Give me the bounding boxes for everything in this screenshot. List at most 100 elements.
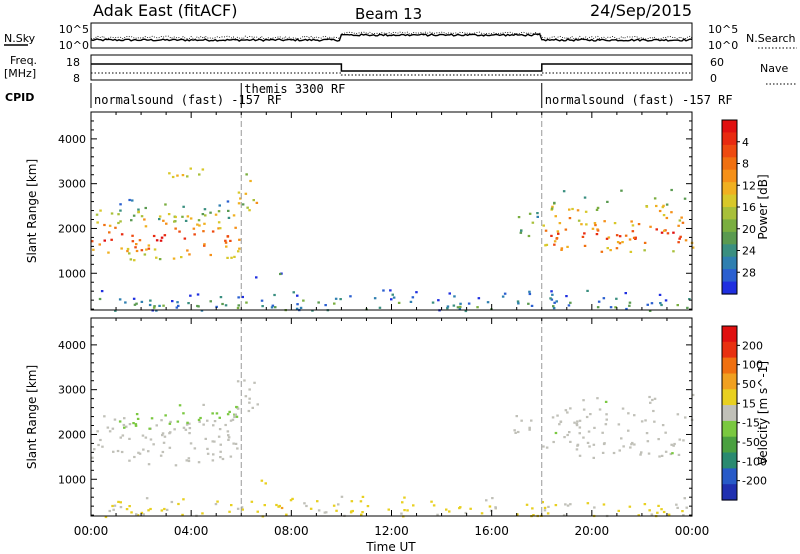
- echo-cell: [550, 298, 554, 301]
- echo-cell: [95, 213, 99, 216]
- echo-cell: [110, 212, 114, 215]
- echo-cell: [618, 449, 621, 452]
- echo-cell: [121, 434, 125, 437]
- echo-cell: [631, 224, 635, 227]
- echo-cell: [595, 233, 599, 236]
- echo-cell: [123, 417, 126, 420]
- echo-cell: [665, 203, 669, 206]
- cpid-label: normalsound (fast) -157 RF: [545, 93, 733, 107]
- echo-cell: [158, 215, 162, 218]
- echo-cell: [186, 421, 189, 424]
- echo-cell: [582, 399, 585, 402]
- echo-cell: [592, 456, 595, 459]
- echo-cell: [606, 247, 609, 250]
- echo-cell: [550, 207, 554, 210]
- echo-cell: [618, 235, 622, 238]
- echo-cell: [175, 306, 179, 309]
- echo-cell: [620, 437, 623, 440]
- colorbar-swatch: [722, 194, 737, 208]
- noise-right-top: 10^5: [708, 23, 738, 36]
- echo-cell: [197, 418, 201, 421]
- echo-cell: [578, 454, 582, 457]
- echo-cell: [138, 452, 142, 455]
- echo-cell: [236, 306, 240, 310]
- echo-cell: [528, 426, 531, 429]
- echo-cell: [169, 420, 172, 423]
- echo-cell: [170, 500, 174, 504]
- nsky-trace: [90, 33, 693, 42]
- echo-cell: [685, 506, 688, 509]
- echo-cell: [653, 397, 657, 400]
- noise-left-bottom: 10^0: [59, 39, 89, 52]
- freq-left-bottom: 8: [73, 72, 80, 85]
- echo-cell: [256, 403, 259, 406]
- echo-cell: [605, 237, 609, 240]
- echo-cell: [161, 450, 165, 454]
- echo-cell: [263, 504, 266, 507]
- echo-cell: [209, 253, 212, 257]
- echo-cell: [178, 230, 181, 233]
- echo-cell: [392, 296, 396, 299]
- echo-cell: [564, 503, 567, 506]
- colorbar-label: Velocity [m s^-1]: [756, 361, 770, 465]
- echo-cell: [188, 253, 191, 256]
- echo-cell: [648, 509, 651, 512]
- echo-cell: [602, 297, 606, 300]
- echo-cell: [551, 293, 554, 296]
- echo-cell: [643, 249, 646, 252]
- echo-cell: [562, 190, 566, 193]
- echo-cell: [650, 302, 654, 305]
- echo-cell: [240, 506, 244, 509]
- colorbar-tick-label: 8: [742, 158, 749, 171]
- plot-area: [91, 112, 692, 310]
- echo-cell: [224, 241, 228, 244]
- echo-cell: [628, 238, 632, 241]
- echo-cell: [209, 300, 212, 303]
- colorbar-swatch: [722, 256, 737, 270]
- echo-cell: [559, 420, 563, 423]
- echo-cell: [250, 500, 254, 503]
- echo-cell: [112, 508, 115, 511]
- echo-cell: [248, 401, 251, 404]
- echo-cell: [125, 425, 128, 428]
- echo-cell: [551, 205, 554, 208]
- echo-cell: [112, 450, 115, 453]
- echo-cell: [274, 306, 277, 309]
- echo-cell: [147, 247, 151, 250]
- echo-cell: [664, 431, 667, 434]
- colorbar-swatch: [722, 169, 737, 183]
- echo-cell: [469, 507, 472, 510]
- echo-cell: [168, 422, 172, 425]
- station-title: Adak East (fitACF): [93, 1, 237, 20]
- freq-right-bottom: 0: [710, 72, 717, 85]
- echo-cell: [491, 497, 494, 500]
- echo-cell: [660, 508, 663, 511]
- echo-cell: [593, 506, 596, 509]
- echo-cell: [666, 232, 670, 235]
- echo-cell: [197, 219, 201, 222]
- echo-cell: [219, 443, 222, 446]
- echo-cell: [630, 443, 633, 446]
- echo-cell: [241, 508, 244, 511]
- echo-cell: [576, 209, 580, 212]
- echo-cell: [181, 215, 184, 218]
- echo-cell: [226, 200, 230, 203]
- x-tick-label: 12:00: [374, 524, 409, 538]
- echo-cell: [637, 223, 641, 226]
- time-axis: 00:00 04:00 08:00 12:00 16:00 20:00 00:00: [74, 524, 710, 538]
- echo-cell: [163, 507, 166, 511]
- echo-cell: [174, 215, 177, 219]
- echo-cell: [669, 452, 673, 456]
- echo-cell: [111, 504, 114, 508]
- echo-cell: [682, 514, 685, 517]
- echo-cell: [335, 509, 338, 512]
- echo-cell: [119, 501, 122, 504]
- echo-cell: [273, 293, 276, 297]
- echo-cell: [291, 497, 294, 500]
- echo-cell: [212, 453, 215, 456]
- echo-cell: [134, 246, 137, 249]
- echo-cell: [226, 430, 230, 433]
- echo-cell: [230, 504, 233, 507]
- echo-cell: [120, 233, 124, 236]
- echo-cell: [189, 217, 193, 220]
